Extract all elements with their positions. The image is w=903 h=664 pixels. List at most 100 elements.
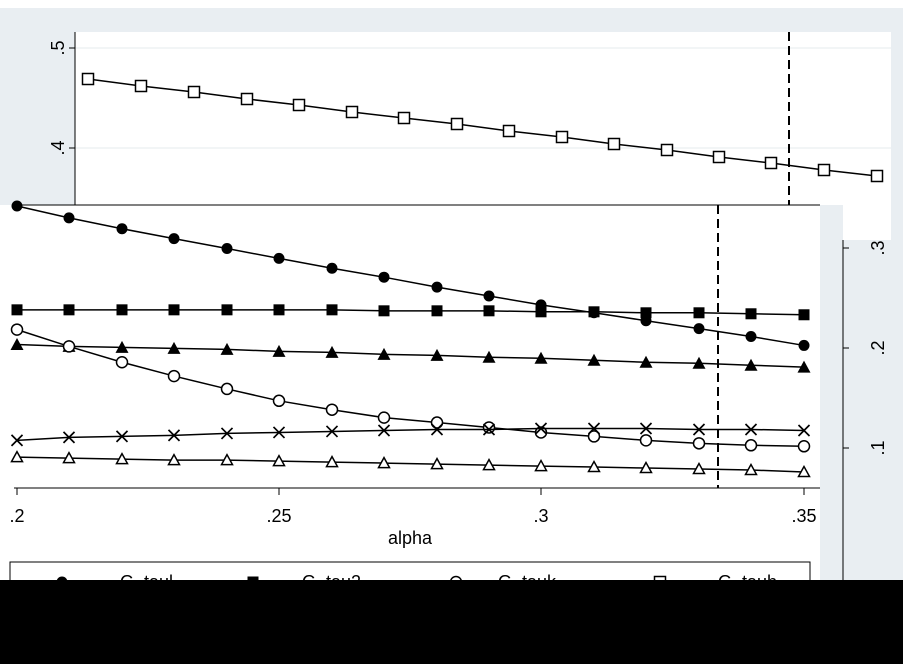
series-marker (62, 451, 76, 464)
series-triangle-open (10, 450, 811, 478)
series-marker (431, 305, 443, 317)
series-marker (534, 351, 548, 364)
series-marker (797, 360, 811, 373)
upper-y-tick-label: .5 (48, 40, 68, 55)
series-marker (62, 340, 76, 353)
series-marker (272, 344, 286, 357)
series-marker (167, 369, 181, 383)
series-circle-open (10, 323, 811, 453)
series-marker (430, 416, 444, 429)
series-marker (116, 304, 128, 316)
series-marker (325, 425, 339, 438)
series-marker (326, 304, 338, 316)
series-marker (482, 350, 496, 363)
series-marker (10, 450, 24, 463)
series-marker (588, 306, 600, 318)
upper-series-line (87, 78, 878, 177)
series-line (16, 205, 805, 347)
upper-marker (660, 143, 674, 157)
series-marker (220, 382, 234, 396)
series-square-filled (11, 304, 810, 321)
series-marker (10, 434, 24, 447)
series-marker (167, 341, 181, 354)
series-marker (273, 252, 285, 264)
x-tick-label: .35 (791, 506, 816, 526)
series-marker (797, 464, 811, 478)
x-tick-label: .25 (266, 506, 291, 526)
upper-marker (764, 156, 778, 170)
series-marker (325, 345, 339, 358)
series-marker (377, 456, 391, 469)
series-marker (220, 427, 234, 440)
series-line (17, 309, 805, 316)
upper-marker (187, 85, 201, 99)
upper-marker (450, 117, 464, 131)
series-marker (535, 306, 547, 318)
series-marker (221, 304, 233, 316)
series-marker (483, 305, 495, 317)
series-marker (587, 430, 601, 443)
upper-marker (240, 92, 254, 106)
series-marker (325, 403, 339, 416)
series-marker (483, 290, 495, 302)
series-marker (744, 462, 758, 476)
series-marker (378, 305, 390, 317)
series-marker (798, 339, 810, 351)
series-marker (272, 394, 286, 408)
series-marker (692, 423, 706, 436)
upper-marker (81, 72, 95, 86)
right-y-tick-label: .3 (868, 240, 888, 255)
series-line (16, 328, 805, 448)
upper-marker (502, 124, 516, 138)
series-marker (640, 307, 652, 319)
series-marker (798, 309, 810, 321)
black-occlusion-bar (0, 580, 903, 664)
series-marker (115, 340, 129, 353)
series-marker (693, 323, 705, 335)
upper-marker (607, 137, 621, 151)
series-marker (744, 439, 758, 452)
series-marker (273, 304, 285, 316)
series-marker (63, 212, 75, 224)
series-marker (534, 459, 548, 472)
series-marker (744, 358, 758, 371)
series-marker (693, 307, 705, 319)
series-line (16, 427, 805, 442)
upper-y-tick-label: .4 (48, 140, 68, 155)
series-marker (430, 348, 444, 361)
series-marker (692, 461, 706, 475)
series-marker (639, 422, 653, 435)
main-plot-region (14, 205, 820, 488)
x-tick-label: .2 (9, 506, 24, 526)
series-marker (587, 422, 601, 435)
series-marker (797, 440, 811, 453)
series-marker (378, 271, 390, 283)
series-marker (168, 304, 180, 316)
series-marker (797, 424, 811, 437)
series-marker (326, 262, 338, 274)
right-y-tick-label: .2 (868, 340, 888, 355)
series-marker (745, 308, 757, 320)
right-y-tick-label: .1 (868, 440, 888, 455)
upper-marker (870, 169, 884, 183)
series-marker (587, 459, 601, 473)
series-marker (745, 331, 757, 343)
series-line (16, 343, 805, 368)
upper-marker (555, 130, 569, 144)
series-marker (639, 434, 653, 447)
series-marker (115, 355, 129, 369)
series-marker (377, 411, 391, 424)
series-marker (115, 430, 129, 443)
series-marker (63, 304, 75, 316)
series-marker (744, 423, 758, 436)
series-marker (430, 457, 444, 470)
upper-marker (292, 98, 306, 112)
series-line (16, 456, 805, 473)
series-marker (10, 337, 24, 350)
series-marker (220, 453, 234, 466)
series-x (10, 422, 811, 447)
series-marker (220, 342, 234, 355)
series-marker (377, 347, 391, 360)
